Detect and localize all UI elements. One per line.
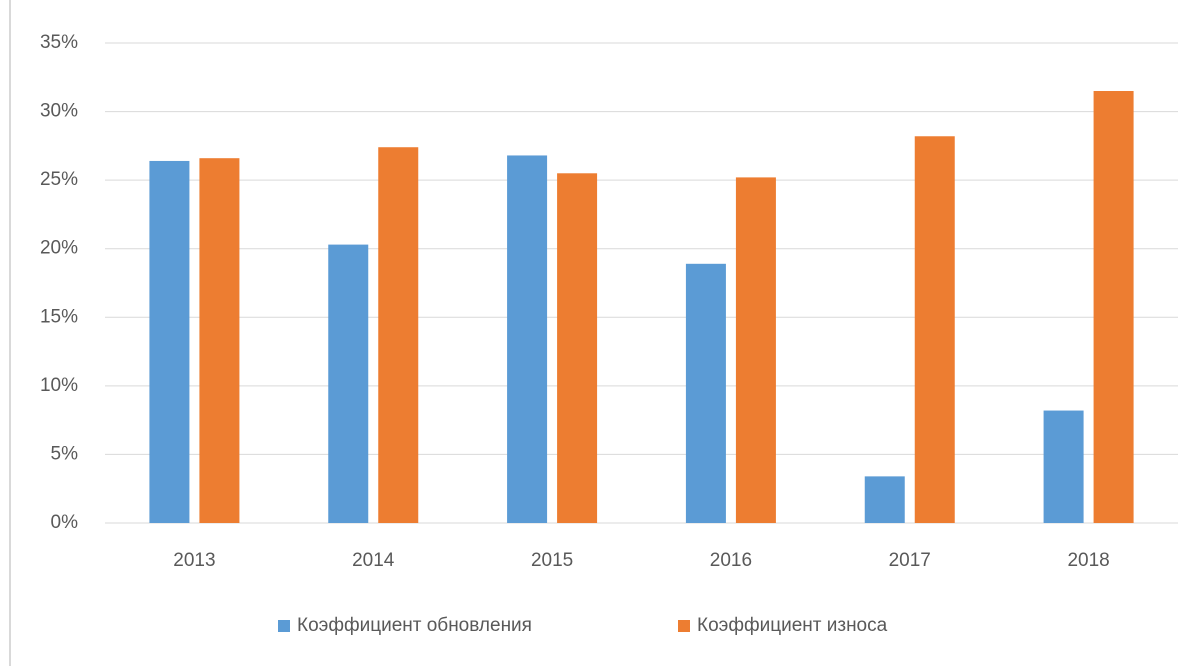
y-tick-label: 15% — [40, 306, 78, 327]
x-tick-label: 2014 — [352, 550, 395, 571]
x-tick-label: 2016 — [710, 550, 752, 571]
bar — [1093, 91, 1134, 523]
bar — [557, 173, 598, 524]
y-tick-label: 35% — [40, 32, 78, 53]
y-tick-label: 20% — [40, 238, 78, 259]
y-tick-label: 0% — [51, 512, 79, 533]
legend-swatch — [678, 620, 690, 632]
x-tick-label: 2013 — [173, 550, 215, 571]
y-tick-label: 10% — [40, 375, 78, 396]
y-tick-label: 25% — [40, 169, 78, 190]
bar — [685, 263, 726, 523]
x-tick-label: 2015 — [531, 550, 573, 571]
bar — [199, 158, 240, 523]
bar — [914, 136, 955, 523]
y-tick-label: 5% — [51, 443, 79, 464]
legend-swatch — [278, 620, 290, 632]
x-tick-label: 2018 — [1067, 550, 1109, 571]
bar — [507, 155, 548, 523]
bar — [1043, 410, 1084, 523]
bar — [328, 244, 369, 523]
legend-label: Коэффициент обновления — [297, 615, 532, 636]
y-tick-label: 30% — [40, 101, 78, 122]
bar — [149, 160, 190, 523]
x-tick-label: 2017 — [889, 550, 931, 571]
bar — [378, 147, 419, 523]
bar — [735, 177, 776, 523]
legend-label: Коэффициент износа — [697, 615, 888, 636]
bar — [864, 476, 905, 523]
